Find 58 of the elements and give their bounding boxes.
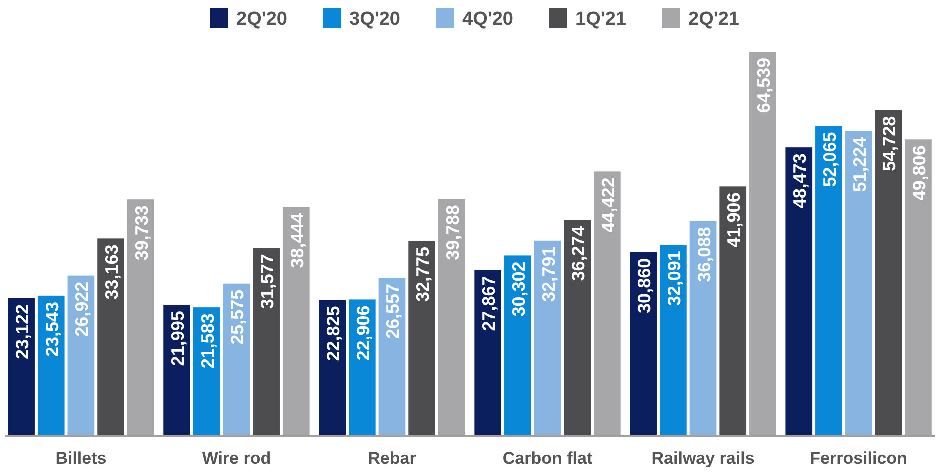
data-label: 21,995: [168, 311, 188, 366]
data-label: 41,906: [724, 192, 744, 248]
bar: [504, 256, 532, 436]
x-tick-label: Rebar: [368, 449, 417, 468]
bar: [38, 296, 65, 436]
bar: [630, 252, 658, 436]
data-label: 33,163: [102, 244, 122, 300]
legend-label: 1Q'21: [576, 9, 627, 30]
data-label: 22,906: [353, 306, 374, 361]
data-label: 32,791: [538, 246, 559, 302]
bar: [98, 238, 124, 436]
bar: [786, 148, 813, 436]
data-label: 21,583: [198, 314, 218, 369]
legend-label: 4Q'20: [462, 9, 514, 30]
x-tick-label: Ferrosilicon: [810, 449, 908, 468]
bar: [8, 298, 35, 436]
bar: [690, 221, 717, 436]
data-label: 22,825: [324, 306, 344, 362]
bar: [845, 131, 872, 436]
data-label: 27,867: [479, 276, 500, 332]
data-label: 52,065: [820, 132, 840, 188]
data-label: 36,274: [568, 226, 589, 282]
legend-label: 3Q'20: [350, 9, 400, 30]
bar: [474, 270, 502, 436]
data-label: 36,088: [694, 227, 714, 282]
data-label: 39,788: [442, 205, 463, 260]
data-label: 26,557: [383, 284, 404, 340]
data-label: 23,543: [42, 302, 62, 357]
data-label: 30,860: [634, 258, 655, 314]
bar: [660, 245, 687, 436]
data-label: 39,733: [132, 206, 152, 261]
data-label: 64,539: [754, 58, 774, 114]
x-tick-label: Billets: [56, 449, 107, 468]
bar: [253, 248, 280, 436]
bar: [534, 240, 562, 436]
data-label: 26,922: [72, 282, 92, 337]
bar: [875, 110, 902, 436]
data-label: 25,575: [228, 290, 248, 345]
data-label: 51,224: [850, 137, 870, 192]
x-tick-label: Carbon flat: [502, 449, 593, 468]
data-label: 38,444: [287, 213, 308, 268]
data-label: 44,422: [598, 178, 618, 233]
data-label: 30,302: [508, 262, 529, 317]
data-label: 49,806: [909, 146, 930, 201]
legend-label: 2Q'21: [688, 9, 740, 30]
data-label: 32,775: [413, 246, 434, 302]
bar: [720, 186, 747, 436]
data-label: 54,728: [880, 116, 900, 172]
x-tick-label: Wire rod: [202, 449, 272, 468]
bar: [564, 220, 592, 436]
bar: [408, 240, 436, 436]
data-label: 48,473: [790, 154, 810, 209]
data-label: 23,122: [12, 304, 33, 360]
data-label: 31,577: [258, 254, 278, 310]
x-tick-label: Railway rails: [652, 449, 755, 468]
legend-label: 2Q'20: [236, 9, 288, 30]
bar: [816, 126, 842, 436]
data-label: 32,091: [664, 251, 684, 306]
